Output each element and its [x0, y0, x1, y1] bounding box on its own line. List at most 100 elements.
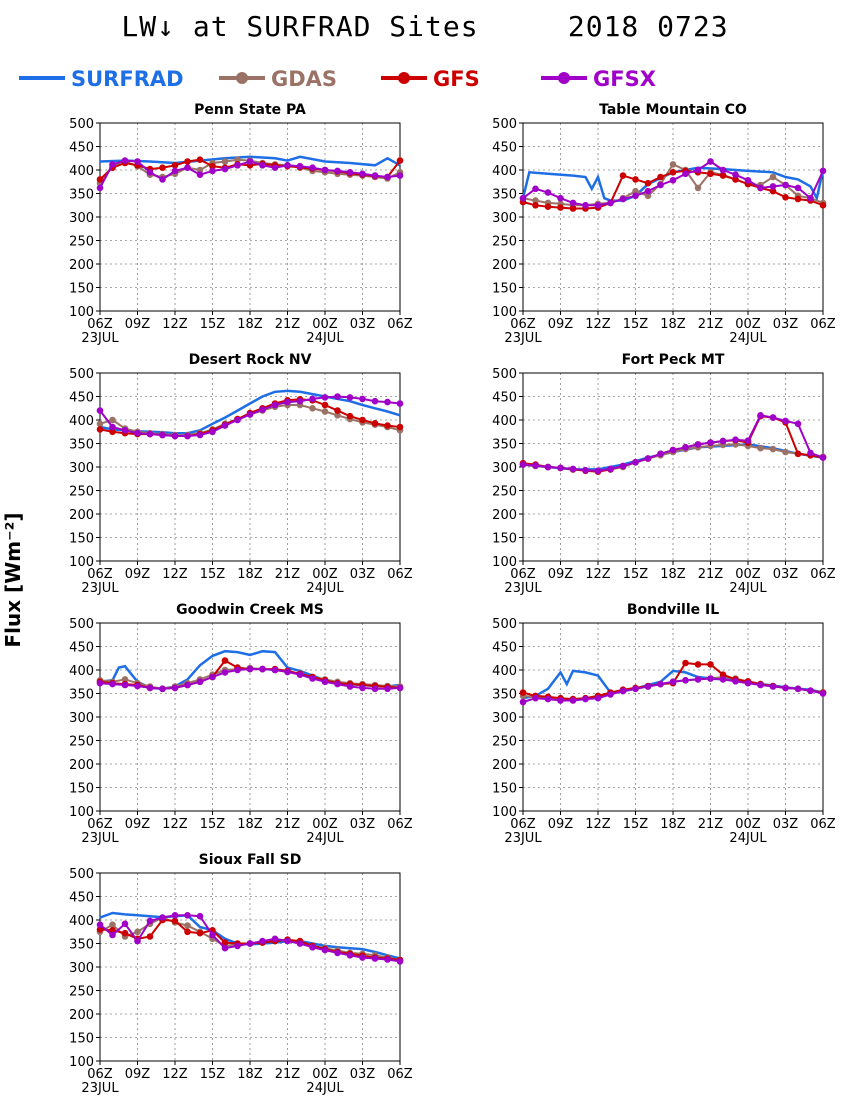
data-point — [707, 439, 714, 446]
y-tick-label: 500 — [492, 617, 517, 632]
legend-label: GFS — [433, 67, 480, 91]
y-tick-label: 300 — [492, 211, 517, 226]
series-gfsx — [519, 675, 827, 706]
y-tick-label: 450 — [492, 641, 517, 656]
y-tick-label: 100 — [69, 555, 94, 570]
data-point — [209, 931, 216, 939]
data-point — [384, 685, 391, 693]
data-point — [619, 172, 627, 179]
legend-label: SURFRAD — [71, 67, 184, 91]
data-point — [819, 202, 827, 209]
data-point — [694, 441, 702, 448]
x-tick-label: 18Z — [237, 817, 263, 832]
x-date-label: 24JUL — [306, 581, 344, 596]
y-tick-label: 300 — [492, 711, 517, 726]
series-gfsx — [96, 912, 404, 965]
data-point — [159, 164, 166, 171]
y-tick-label: 300 — [69, 461, 94, 476]
x-tick-label: 03Z — [773, 817, 799, 832]
data-point — [607, 199, 614, 207]
data-point — [569, 205, 577, 212]
data-point — [669, 446, 677, 454]
x-tick-label: 09Z — [125, 317, 151, 332]
data-point — [371, 685, 379, 693]
data-point — [757, 184, 764, 192]
y-tick-label: 200 — [492, 258, 517, 273]
y-tick-label: 100 — [69, 305, 94, 320]
y-tick-label: 500 — [492, 117, 517, 132]
data-point — [321, 408, 329, 415]
data-point — [769, 683, 777, 690]
y-tick-label: 200 — [69, 508, 94, 523]
data-point — [682, 659, 689, 667]
data-point — [819, 690, 827, 697]
data-point — [782, 684, 789, 692]
x-tick-label: 00Z — [312, 317, 338, 332]
data-point — [532, 185, 539, 193]
panel-penn-state-pa: Penn State PA 100 150 200 250 300 350 400 450 500… — [69, 102, 413, 346]
x-tick-label: 21Z — [698, 817, 724, 832]
x-tick-label: 00Z — [312, 567, 338, 582]
data-point — [384, 173, 391, 181]
data-point — [544, 189, 552, 196]
data-point — [196, 166, 204, 174]
data-point — [557, 464, 564, 472]
data-point — [694, 184, 702, 192]
data-point — [334, 412, 341, 419]
data-point — [221, 939, 229, 946]
x-tick-label: 09Z — [548, 317, 574, 332]
data-point — [209, 167, 216, 175]
x-tick-label: 21Z — [275, 1067, 301, 1082]
data-point — [657, 181, 664, 189]
data-point — [519, 689, 527, 696]
data-point — [96, 926, 104, 933]
data-point — [284, 937, 291, 945]
x-date-label: 23JUL — [81, 331, 119, 346]
data-point — [782, 417, 789, 425]
x-tick-label: 09Z — [548, 567, 574, 582]
panel-title: Table Mountain CO — [599, 102, 747, 118]
data-point — [694, 676, 702, 683]
data-point — [321, 678, 329, 686]
data-point — [146, 430, 154, 438]
y-tick-label: 100 — [69, 805, 94, 820]
x-tick-label: 06Z — [387, 317, 413, 332]
data-point — [782, 448, 789, 456]
x-tick-label: 21Z — [698, 567, 724, 582]
data-point — [769, 187, 777, 195]
x-date-label: 24JUL — [306, 331, 344, 346]
x-tick-label: 21Z — [275, 817, 301, 832]
x-tick-label: 00Z — [735, 567, 761, 582]
y-tick-label: 300 — [69, 711, 94, 726]
data-point — [371, 955, 379, 962]
data-point — [657, 680, 664, 688]
x-tick-label: 06Z — [510, 317, 536, 332]
data-point — [259, 162, 266, 169]
x-tick-label: 12Z — [162, 567, 188, 582]
data-point — [234, 666, 241, 674]
data-point — [619, 462, 627, 470]
data-point — [819, 454, 827, 461]
y-tick-label: 150 — [69, 532, 94, 547]
y-tick-label: 300 — [69, 961, 94, 976]
x-tick-label: 03Z — [350, 317, 376, 332]
data-point — [221, 158, 229, 165]
data-point — [819, 167, 827, 175]
data-point — [569, 465, 577, 473]
data-point — [196, 156, 204, 163]
y-tick-label: 450 — [69, 891, 94, 906]
data-point — [669, 678, 677, 686]
data-point — [96, 176, 104, 183]
data-point — [346, 169, 354, 176]
data-point — [757, 681, 764, 689]
x-tick-label: 00Z — [735, 817, 761, 832]
x-tick-label: 18Z — [660, 567, 686, 582]
data-point — [309, 675, 316, 682]
x-tick-label: 21Z — [275, 317, 301, 332]
y-axis-label-text: Flux [Wm⁻²] — [1, 512, 25, 647]
data-point — [794, 184, 802, 192]
data-point — [707, 158, 714, 165]
y-tick-label: 400 — [69, 164, 94, 179]
x-tick-label: 09Z — [125, 817, 151, 832]
x-date-label: 23JUL — [81, 831, 119, 846]
